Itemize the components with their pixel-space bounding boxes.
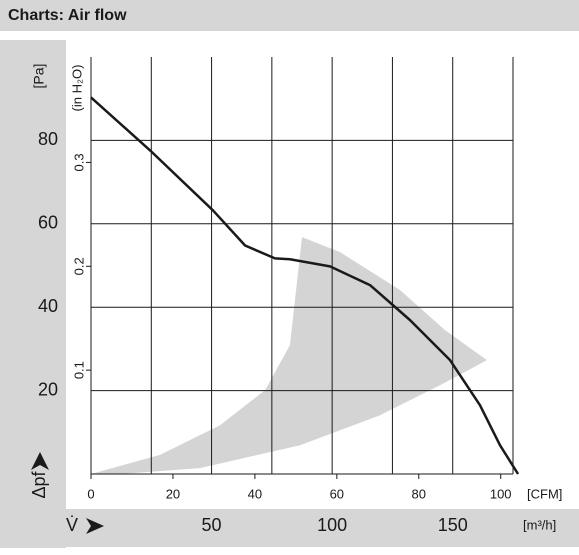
y-arrow — [31, 452, 49, 470]
x-arrow — [86, 518, 104, 534]
x2-label: [CFM] — [527, 486, 562, 501]
y2-label: (in H₂O) — [69, 65, 84, 112]
y-tick-label: 60 — [38, 213, 58, 233]
x-tick-label: 100 — [317, 515, 347, 535]
operating-range — [91, 237, 487, 474]
x-strip — [0, 509, 579, 547]
x2-tick-label: 40 — [248, 486, 262, 501]
x-tick-label: 50 — [202, 515, 222, 535]
x-symbol: V̇ — [66, 515, 78, 535]
x2-tick-label: 0 — [87, 486, 94, 501]
y-strip — [0, 40, 66, 548]
fan-curve — [90, 96, 520, 475]
y2-tick-label: 0.1 — [71, 361, 86, 379]
x2-tick-label: 60 — [330, 486, 344, 501]
header-title: Charts: Air flow — [8, 7, 127, 24]
x2-tick-label: 80 — [412, 486, 426, 501]
x-label: [m³/h] — [523, 517, 556, 532]
x2-tick-label: 100 — [490, 486, 512, 501]
header-bar — [0, 0, 579, 31]
y-tick-label: 20 — [38, 379, 58, 399]
x2-tick-label: 20 — [166, 486, 180, 501]
x-tick-label: 150 — [438, 515, 468, 535]
y2-tick-label: 0.2 — [71, 257, 86, 275]
y-tick-label: 40 — [38, 296, 58, 316]
y-label: [Pa] — [31, 64, 47, 89]
y2-tick-label: 0.3 — [71, 153, 86, 171]
y-tick-label: 80 — [38, 129, 58, 149]
y-symbol: Δpf — [29, 470, 49, 498]
